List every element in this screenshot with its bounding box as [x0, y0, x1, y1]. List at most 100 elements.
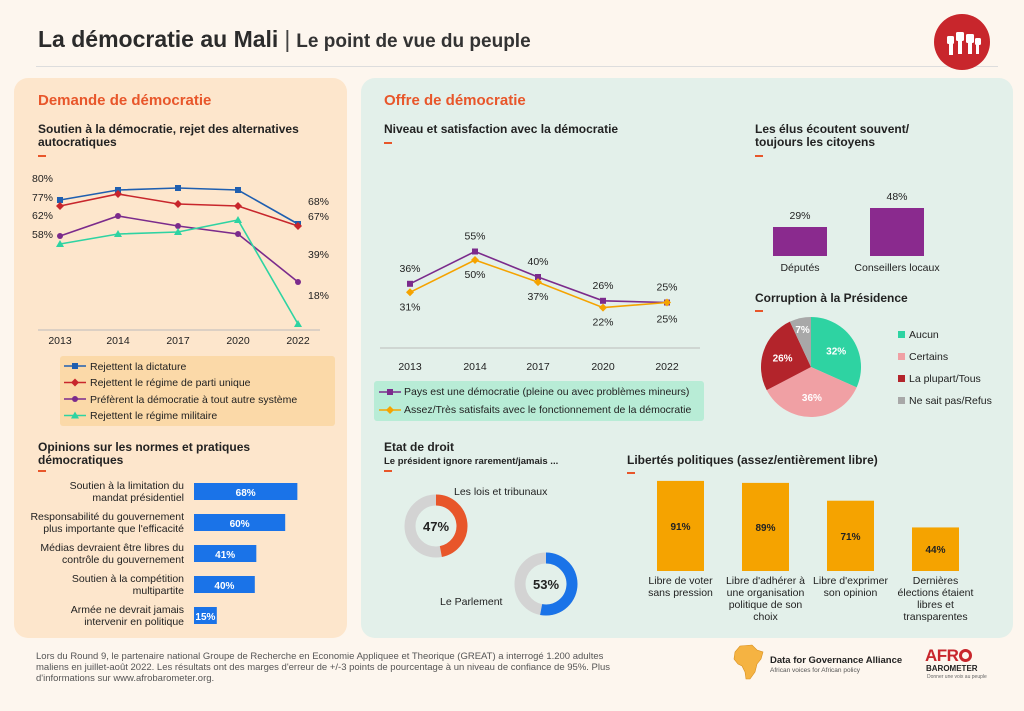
support-chart-title: Soutien à la démocratie, rejet des alter… [38, 122, 299, 149]
liberties-chart-title: Libertés politiques (assez/entièrement l… [627, 453, 878, 467]
legend-reject-one-party: Rejettent le régime de parti unique [90, 377, 251, 389]
legend-marker [71, 378, 79, 387]
data-point [57, 197, 63, 203]
series-value-label: 40% [527, 256, 548, 268]
title-subtitle: Le point de vue du peuple [296, 31, 531, 52]
category-label: multipartite [133, 585, 185, 597]
bar-value-label: 15% [195, 612, 215, 623]
data-point [174, 228, 182, 235]
category-label: Libre de voter [648, 575, 713, 587]
liberty-bar [657, 480, 704, 571]
donut-arc [435, 494, 468, 557]
legend-reject-military: Rejettent le régime militaire [90, 410, 218, 422]
x-tick-label: 2014 [106, 335, 130, 347]
category-label: libres et [917, 599, 954, 611]
legend-marker [72, 363, 78, 369]
globe-icon [959, 649, 973, 662]
bar-value-label: 41% [215, 550, 235, 561]
africa-map-icon [733, 644, 764, 680]
category-label: choix [753, 611, 778, 623]
series-line [59, 193, 299, 227]
data-point [294, 320, 302, 327]
rule-chart-subtitle: Le président ignore rarement/jamais ... [384, 456, 559, 467]
start-label: 77% [32, 192, 53, 204]
support-line-chart: 80% 77% 62% 58% 68% 67% 39% 18% 2013 2014 2017 2020… [32, 173, 329, 347]
category-label: Libre d'adhérer à [726, 575, 805, 587]
legend-label: Certains [909, 351, 948, 363]
elected-bar [773, 227, 827, 256]
category-label: Soutien à la limitation du [70, 480, 185, 492]
category-label: transparentes [903, 611, 967, 623]
norm-bar [194, 545, 257, 562]
legend-label: La plupart/Tous [909, 373, 981, 385]
data-point [663, 298, 671, 307]
category-label: élections étaient [898, 587, 974, 599]
norm-bar [194, 483, 298, 500]
series-value-label: 36% [399, 263, 420, 275]
category-label: intervenir en politique [84, 616, 184, 628]
title-dash [627, 472, 635, 474]
category-label: Conseillers locaux [854, 262, 940, 274]
norm-bar [194, 607, 217, 624]
liberty-bar [912, 527, 959, 571]
series-value-label: 31% [399, 301, 420, 313]
legend-satisfied: Assez/Très satisfaits avec le fonctionne… [404, 404, 692, 416]
pie-slice [761, 321, 811, 391]
title-dash [755, 155, 763, 157]
category-label: une organisation [727, 587, 805, 599]
legend-reject-dictature: Rejettent la dictature [90, 361, 187, 373]
series-value-label: 25% [656, 314, 677, 326]
end-label: 39% [308, 249, 329, 261]
category-label: Armée ne devrait jamais [71, 604, 184, 616]
category-label: son opinion [824, 587, 878, 599]
data-point [471, 256, 479, 264]
demand-section-title: Demande de démocratie [38, 92, 212, 109]
start-label: 80% [32, 173, 53, 185]
donut-category-label: Le Parlement [440, 596, 503, 608]
norm-bar [194, 576, 255, 593]
legend-marker [72, 396, 78, 402]
norm-bar [194, 514, 286, 531]
category-label: contrôle du gouvernement [62, 554, 184, 566]
category-label: politique de son [729, 599, 803, 611]
data-point [57, 233, 63, 239]
data-point [175, 185, 181, 191]
data-point [599, 303, 607, 312]
slice-label: 7% [795, 325, 810, 336]
footer-methodology: Lors du Round 9, le partenaire national … [36, 651, 611, 684]
pie-slice [811, 317, 861, 388]
pie-slice [789, 317, 811, 367]
level-chart-title: Niveau et satisfaction avec la démocrati… [384, 122, 619, 136]
data-point [235, 187, 241, 193]
x-tick-label: 2020 [226, 335, 250, 347]
data-point [295, 279, 301, 285]
elected-bar-chart: 29% Députés 48% Conseillers locaux [773, 191, 940, 274]
x-tick-label: 2020 [591, 361, 615, 373]
legend-marker [386, 406, 394, 414]
x-tick-label: 2014 [463, 361, 487, 373]
title-dash [38, 470, 46, 472]
supply-section-title: Offre de démocratie [384, 92, 526, 109]
bar-value-label: 71% [840, 532, 860, 543]
series-value-label: 26% [592, 280, 613, 292]
data-point [406, 288, 414, 297]
afrobarometer-tagline: Donner une voix au peuple [927, 674, 987, 680]
data-point [534, 278, 542, 287]
legend-marker [387, 389, 393, 395]
end-label: 67% [308, 211, 329, 223]
data-point [56, 202, 64, 210]
data-point [535, 274, 541, 280]
title-separator: | [284, 26, 291, 52]
category-label: mandat présidentiel [92, 492, 184, 504]
legend-is-democracy: Pays est une démocratie (pleine ou avec … [404, 386, 690, 398]
rule-donut-charts: 47% 53% Les lois et tribunaux Le Parlement [404, 486, 578, 616]
page-title: La démocratie au Mali | Le point de vue du… [38, 26, 531, 53]
end-label: 18% [308, 290, 329, 302]
series-value-label: 37% [527, 291, 548, 303]
bar-value-label: 89% [755, 523, 775, 534]
x-tick-label: 2017 [526, 361, 550, 373]
pie-slice [766, 367, 857, 417]
bar-value-label: 68% [236, 488, 256, 499]
